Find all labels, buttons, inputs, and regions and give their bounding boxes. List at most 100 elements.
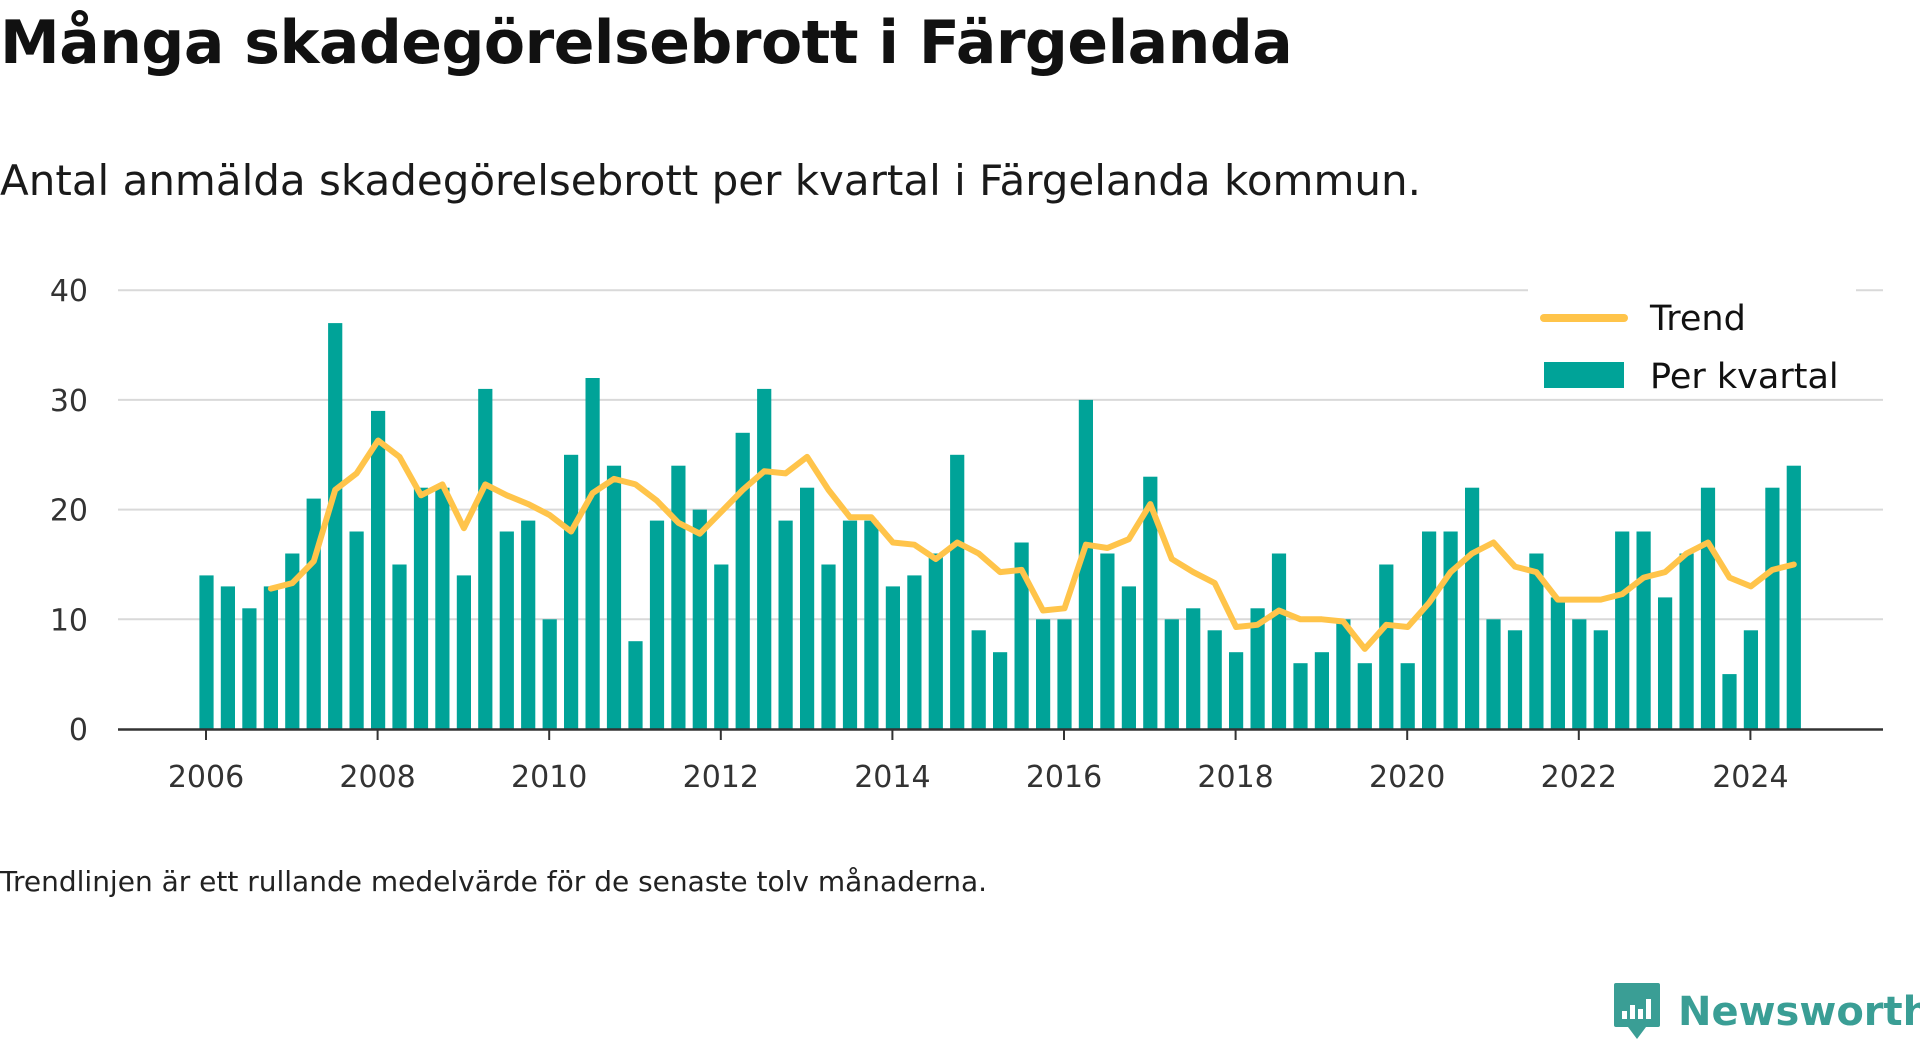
bar [1572, 619, 1587, 729]
bar [971, 630, 986, 729]
bar [1658, 597, 1673, 729]
bar [478, 388, 493, 729]
bar [606, 465, 622, 729]
x-tick-label: 2018 [1197, 760, 1273, 795]
bar [950, 454, 965, 730]
bar [1636, 531, 1651, 729]
tick-labels: 0 10 20 30 40 2006 2008 2010 2012 2014 2016 2018 202… [50, 274, 1789, 795]
bar [435, 487, 450, 729]
y-tick-label: 40 [50, 274, 88, 309]
y-tick-label: 20 [50, 494, 88, 529]
x-tick-label: 2010 [511, 760, 587, 795]
bar [1765, 487, 1780, 729]
bar [499, 531, 514, 729]
bar [1722, 674, 1737, 729]
bar [328, 323, 343, 729]
bar [885, 586, 900, 729]
bar [1078, 399, 1093, 729]
x-tick-label: 2008 [339, 760, 415, 795]
bar [993, 652, 1008, 729]
bar [800, 487, 815, 729]
bar [285, 553, 300, 729]
bar [1593, 630, 1608, 729]
x-tick-label: 2014 [854, 760, 930, 795]
bar [242, 608, 257, 729]
bar [1250, 608, 1265, 729]
bar [1486, 619, 1501, 729]
bar [714, 564, 729, 730]
y-tick-label: 0 [69, 713, 88, 748]
bar [585, 378, 600, 729]
bar [671, 465, 686, 729]
x-tick-label: 2020 [1369, 760, 1445, 795]
bar [1529, 553, 1544, 729]
bar [1293, 663, 1308, 729]
bar [628, 641, 643, 729]
bar [1057, 619, 1072, 729]
bar [1100, 553, 1115, 729]
bar [349, 531, 364, 729]
bar [564, 454, 579, 730]
footnote: Trendlinjen är ett rullande medelvärde f… [0, 865, 988, 898]
bar [821, 564, 836, 730]
x-tick-label: 2012 [683, 760, 759, 795]
bar [1143, 476, 1158, 729]
bar [692, 509, 707, 729]
bar [1679, 553, 1694, 729]
legend-bars-swatch [1544, 362, 1624, 388]
bar [456, 575, 471, 729]
bar [864, 520, 879, 729]
bar [1036, 619, 1051, 729]
bar [1700, 487, 1716, 729]
bar [1422, 531, 1437, 729]
bar [1443, 531, 1458, 729]
bar [306, 498, 321, 729]
brand-logo: Newsworthy [1612, 980, 1920, 1044]
bar [413, 487, 429, 729]
bar [1379, 564, 1394, 730]
bar [735, 432, 750, 729]
bar [907, 575, 922, 729]
bar [1121, 586, 1136, 729]
bar [757, 388, 772, 729]
legend-trend-label: Trend [1649, 299, 1746, 339]
bar [778, 520, 793, 729]
bar [1400, 663, 1415, 729]
bar [928, 553, 943, 729]
bar [1786, 465, 1801, 729]
y-tick-label: 10 [50, 603, 88, 638]
bar [1164, 619, 1179, 729]
bar [521, 520, 536, 729]
brand-name: Newsworthy [1678, 989, 1920, 1035]
bar-series [199, 323, 1801, 730]
bar [1336, 619, 1351, 729]
bar [1186, 608, 1201, 729]
bar [1271, 553, 1287, 729]
bar [649, 520, 665, 729]
bar [220, 586, 235, 729]
bar [542, 619, 557, 729]
bar [1615, 531, 1630, 729]
bar [1314, 652, 1329, 729]
x-tick-label: 2006 [168, 760, 244, 795]
x-tick-label: 2016 [1026, 760, 1102, 795]
y-tick-label: 30 [50, 384, 88, 419]
chart-title: Många skadegörelsebrott i Färgelanda [0, 8, 1293, 78]
bar [1229, 652, 1244, 729]
bar [1550, 597, 1565, 729]
trend-line [267, 437, 1797, 652]
chart-subtitle: Antal anmälda skadegörelsebrott per kvar… [0, 156, 1421, 205]
bar [1743, 630, 1758, 729]
bar [1507, 630, 1523, 729]
legend: Trend Per kvartal [1528, 288, 1856, 397]
bar-chart: 0 10 20 30 40 2006 2008 2010 2012 2014 2016 2018 202… [50, 274, 1883, 795]
bar [1207, 630, 1222, 729]
bar [1014, 542, 1029, 729]
x-tick-label: 2022 [1541, 760, 1617, 795]
bar [842, 520, 858, 729]
bar [1357, 663, 1372, 729]
x-tick-label: 2024 [1712, 760, 1788, 795]
bar [1465, 487, 1480, 729]
newsworthy-logo-icon [1614, 983, 1660, 1039]
legend-bars-label: Per kvartal [1650, 357, 1839, 397]
